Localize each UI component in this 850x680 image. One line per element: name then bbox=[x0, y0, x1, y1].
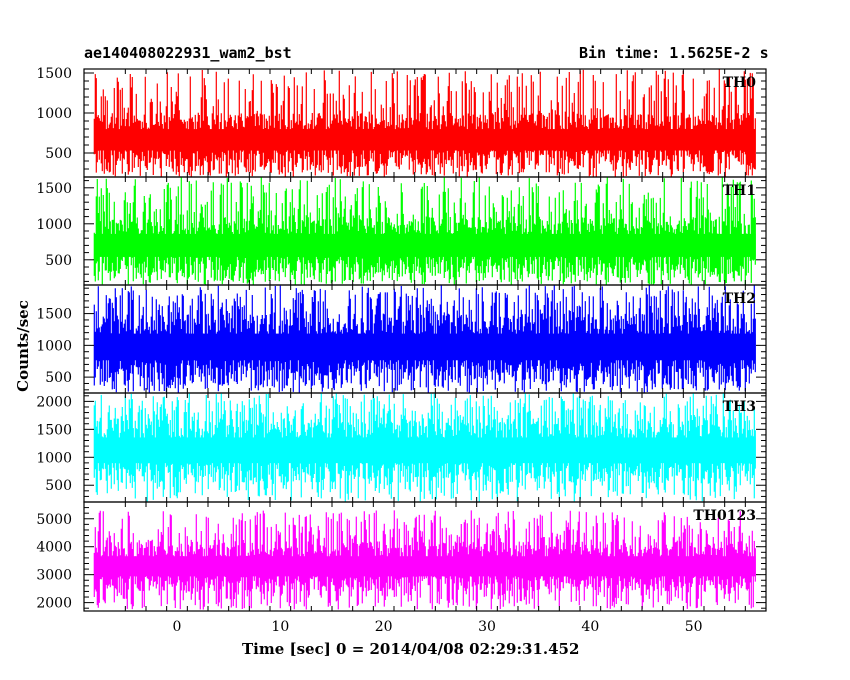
x-axis-label: Time [sec] 0 = 2014/04/08 02:29:31.452 bbox=[242, 640, 580, 658]
y-tick-label: 4000 bbox=[36, 540, 72, 556]
panel-label-th0123: TH0123 bbox=[693, 508, 756, 524]
y-tick-label: 500 bbox=[45, 146, 72, 162]
chart-title: ae140408022931_wam2_bst bbox=[84, 44, 292, 62]
x-tick-label: 30 bbox=[478, 619, 496, 635]
y-tick-label: 1500 bbox=[36, 422, 72, 438]
panel-label-th1: TH1 bbox=[723, 183, 756, 199]
series-core-th1 bbox=[94, 233, 756, 257]
y-tick-label: 1500 bbox=[36, 66, 72, 82]
panel-th1: 500 1000 1500 TH1 bbox=[36, 176, 767, 286]
panel-th2: 500 1000 1500 TH2 bbox=[36, 284, 767, 394]
x-axis: 0 10 20 30 40 50 bbox=[173, 619, 703, 635]
series-th0 bbox=[93, 69, 756, 177]
panel-label-th2: TH2 bbox=[723, 291, 756, 307]
panel-th0: 500 1000 1500 TH0 bbox=[36, 66, 767, 178]
y-tick-label: 3000 bbox=[36, 568, 72, 584]
bin-time-label: Bin time: 1.5625E-2 s bbox=[579, 44, 769, 62]
y-tick-label: 1000 bbox=[36, 450, 72, 466]
x-tick-label: 0 bbox=[173, 619, 182, 635]
y-tick-label: 2000 bbox=[36, 596, 72, 612]
x-tick-label: 20 bbox=[375, 619, 393, 635]
x-tick-label: 50 bbox=[685, 619, 703, 635]
series-th1 bbox=[93, 177, 756, 285]
series-core-th0 bbox=[94, 129, 756, 151]
y-tick-label: 500 bbox=[45, 370, 72, 386]
y-tick-label: 1000 bbox=[36, 106, 72, 122]
series-core-th3 bbox=[94, 437, 756, 464]
x-tick-label: 10 bbox=[271, 619, 289, 635]
y-tick-label: 1500 bbox=[36, 307, 72, 323]
y-tick-label: 500 bbox=[45, 253, 72, 269]
series-core-th0123 bbox=[94, 556, 756, 577]
panel-label-th0: TH0 bbox=[723, 75, 757, 91]
panel-th3: 500 1000 1500 2000 TH3 bbox=[36, 392, 767, 503]
panels-group: 500 1000 1500 TH0 500 1000 1500 TH1 500 1000 1500 T… bbox=[36, 66, 767, 612]
y-tick-label: 5000 bbox=[36, 512, 72, 528]
panel-th0123: 2000 3000 4000 5000 TH0123 bbox=[36, 501, 767, 612]
y-axis-label: Counts/sec bbox=[14, 300, 32, 392]
panel-label-th3: TH3 bbox=[723, 399, 756, 415]
y-tick-label: 2000 bbox=[36, 394, 72, 410]
y-tick-label: 1000 bbox=[36, 338, 72, 354]
y-tick-label: 1000 bbox=[36, 217, 72, 233]
y-tick-label: 500 bbox=[45, 478, 72, 494]
panel-frame bbox=[83, 501, 767, 612]
y-tick-label: 1500 bbox=[36, 181, 72, 197]
x-tick-label: 40 bbox=[581, 619, 599, 635]
series-core-th2 bbox=[94, 333, 756, 361]
